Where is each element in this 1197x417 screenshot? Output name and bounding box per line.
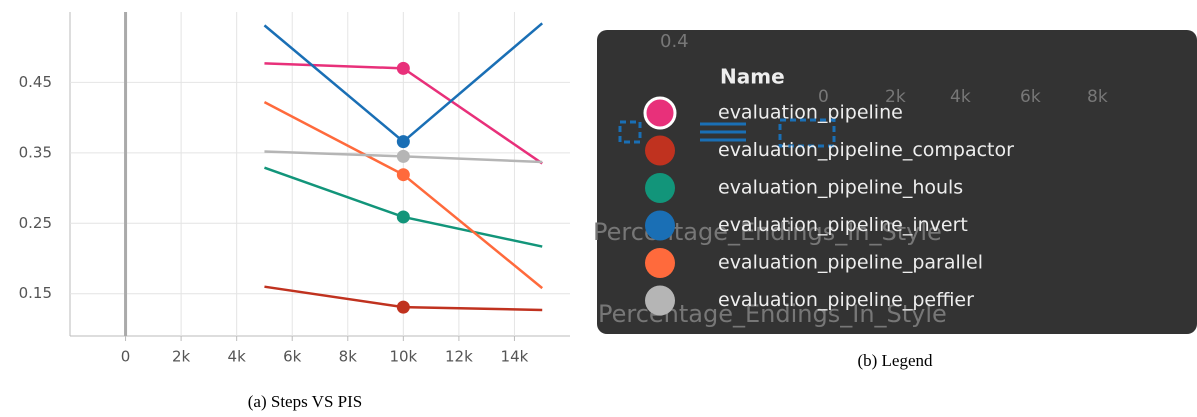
series-marker xyxy=(396,61,410,75)
y-tick-label: 0.15 xyxy=(19,284,52,302)
series-marker xyxy=(396,149,410,163)
series-marker xyxy=(396,135,410,149)
y-tick-label: 0.25 xyxy=(19,214,52,232)
legend-label: evaluation_pipeline_peffier xyxy=(718,289,974,311)
legend-panel xyxy=(597,30,1197,334)
x-tick-label: 0 xyxy=(121,348,131,366)
x-tick-label: 6k xyxy=(283,348,302,366)
legend-swatch xyxy=(645,248,675,278)
x-tick-label: 10k xyxy=(389,348,417,366)
legend-swatch xyxy=(645,210,675,241)
background-text: 4k xyxy=(950,87,971,107)
y-tick-label: 0.45 xyxy=(19,73,52,91)
x-tick-label: 4k xyxy=(228,348,247,366)
legend-label: evaluation_pipeline_houls xyxy=(718,177,963,199)
x-tick-label: 2k xyxy=(172,348,191,366)
x-tick-label: 14k xyxy=(501,348,529,366)
series-marker xyxy=(396,168,410,182)
background-text: 0.4 xyxy=(660,31,689,52)
series-marker xyxy=(396,300,410,314)
legend-label: evaluation_pipeline_parallel xyxy=(718,252,983,274)
caption: (a) Steps VS PIS xyxy=(248,392,362,411)
y-tick-label: 0.35 xyxy=(19,143,52,161)
legend-swatch xyxy=(645,173,675,203)
legend-label: evaluation_pipeline xyxy=(718,102,903,124)
legend-swatch xyxy=(645,135,675,166)
legend-title: Name xyxy=(720,65,785,89)
background-text: 2k xyxy=(885,87,906,107)
legend-label: evaluation_pipeline_compactor xyxy=(718,139,1014,161)
icon xyxy=(700,122,746,142)
legend-label: evaluation_pipeline_invert xyxy=(718,214,968,236)
x-tick-label: 12k xyxy=(445,348,473,366)
x-tick-label: 8k xyxy=(339,348,358,366)
caption: (b) Legend xyxy=(857,351,933,370)
icon xyxy=(618,120,642,144)
series-marker xyxy=(396,210,410,224)
legend-swatch xyxy=(643,96,677,130)
background-text: 0 xyxy=(818,87,829,107)
background-text: 8k xyxy=(1087,87,1108,107)
legend-swatch xyxy=(645,285,675,316)
background-text: 6k xyxy=(1020,87,1041,107)
